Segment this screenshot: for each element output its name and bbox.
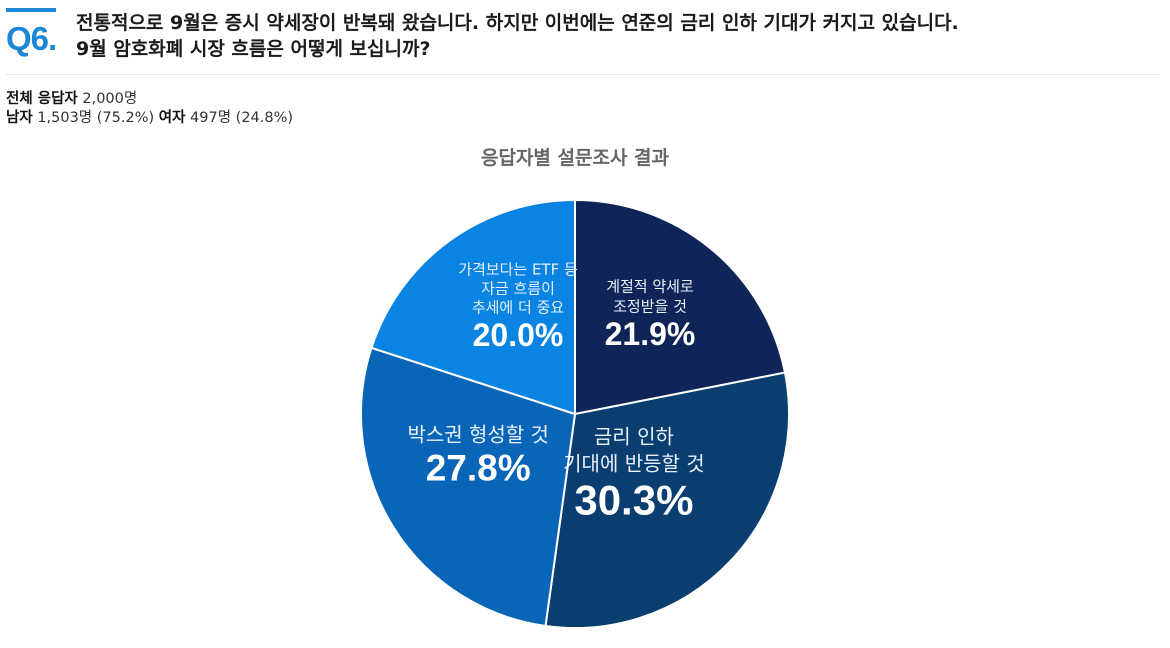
slice-percent-label: 20.0% bbox=[473, 317, 564, 353]
chart-title: 응답자별 설문조사 결과 bbox=[480, 147, 670, 169]
respondent-summary: 전체 응답자 2,000명 남자 1,503명 (75.2%) 여자 497명 … bbox=[6, 90, 293, 128]
slice-percent-label: 21.9% bbox=[605, 316, 696, 352]
slice-percent-label: 30.3% bbox=[574, 477, 693, 524]
pie-slice bbox=[370, 198, 576, 416]
slice-label: 계절적 약세로 bbox=[606, 277, 694, 295]
question-line-1: 전통적으로 9월은 증시 약세장이 반복돼 왔습니다. 하지만 이번에는 연준의… bbox=[76, 12, 959, 34]
slice-label-group: 박스권 형성할 것27.8% bbox=[407, 422, 549, 488]
slice-label: 가격보다는 ETF 등 bbox=[458, 261, 578, 279]
pie-slice bbox=[544, 371, 790, 629]
male-value: 1,503명 (75.2%) bbox=[37, 110, 155, 126]
respondent-total-row: 전체 응답자 2,000명 bbox=[6, 90, 293, 109]
slice-label: 조정받을 것 bbox=[613, 297, 687, 315]
respondent-gender-row: 남자 1,503명 (75.2%) 여자 497명 (24.8%) bbox=[6, 109, 293, 128]
female-value: 497명 (24.8%) bbox=[190, 110, 294, 126]
question-text: 전통적으로 9월은 증시 약세장이 반복돼 왔습니다. 하지만 이번에는 연준의… bbox=[76, 10, 1156, 62]
pie-slice bbox=[574, 198, 787, 416]
slice-label: 자금 흐름이 bbox=[481, 280, 555, 298]
female-label: 여자 bbox=[158, 110, 186, 126]
slice-label: 박스권 형성할 것 bbox=[407, 422, 549, 446]
pie-slice bbox=[360, 346, 577, 628]
slice-label: 금리 인하 bbox=[594, 424, 674, 448]
header-divider bbox=[6, 74, 1160, 75]
slice-label: 기대에 반등할 것 bbox=[563, 451, 705, 475]
total-label: 전체 응답자 bbox=[6, 91, 78, 107]
question-number: Q6. bbox=[6, 20, 57, 57]
total-value: 2,000명 bbox=[82, 91, 138, 107]
male-label: 남자 bbox=[6, 110, 33, 126]
slice-label: 추세에 더 중요 bbox=[472, 299, 565, 317]
question-line-2: 9월 암호화폐 시장 흐름은 어떻게 보십니까? bbox=[76, 38, 431, 60]
question-accent-bar bbox=[6, 8, 56, 12]
slice-percent-label: 27.8% bbox=[426, 447, 531, 488]
